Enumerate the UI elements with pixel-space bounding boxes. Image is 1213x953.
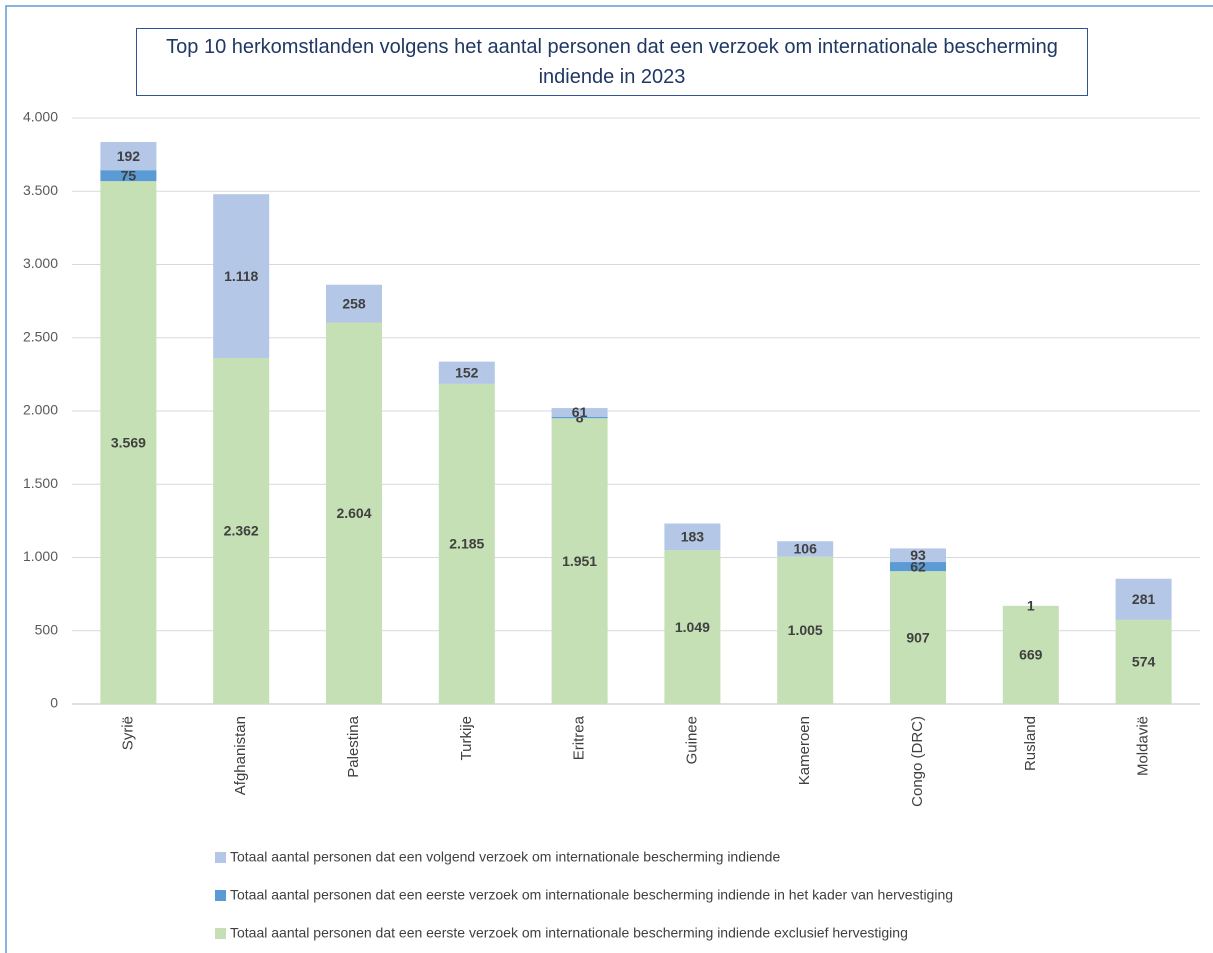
bar-segment [551, 417, 608, 419]
data-label: 3.569 [111, 434, 146, 450]
legend-swatch [215, 852, 226, 863]
legend-label: Totaal aantal personen dat een eerste ve… [230, 887, 953, 903]
y-tick-label: 0 [50, 695, 58, 711]
x-tick-label: Congo (DRC) [909, 716, 926, 807]
bar-segment [551, 418, 608, 704]
bar-segment [1115, 619, 1172, 704]
bar-segment [1115, 578, 1172, 620]
bar-segment [100, 142, 157, 171]
y-tick-label: 3.500 [23, 182, 58, 198]
data-label: 75 [121, 167, 137, 183]
bar-segment [777, 541, 834, 557]
bar-segment [890, 548, 946, 563]
x-tick-label: Syrië [119, 716, 136, 750]
bar-segment [664, 550, 721, 704]
bar-segment [1002, 605, 1059, 704]
y-tick-label: 3.000 [23, 255, 58, 271]
x-tick-label: Afghanistan [232, 716, 249, 795]
y-tick-label: 2.500 [23, 328, 58, 344]
data-label: 183 [681, 529, 705, 545]
legend-label: Totaal aantal personen dat een volgend v… [230, 849, 780, 865]
data-label: 1.049 [675, 619, 710, 635]
y-tick-label: 4.000 [23, 109, 58, 125]
bar-segment [890, 562, 946, 572]
legend-swatch [215, 890, 226, 901]
y-tick-label: 1.000 [23, 548, 58, 564]
data-label: 258 [342, 295, 366, 311]
frame [5, 5, 1213, 953]
bar-segment [438, 361, 495, 384]
x-tick-label: Guinee [683, 716, 700, 764]
data-label: 152 [455, 364, 479, 380]
data-label: 62 [910, 558, 926, 574]
data-label: 2.185 [449, 536, 484, 552]
x-tick-label: Turkije [458, 716, 475, 760]
data-label: 2.362 [224, 523, 259, 539]
bar-segment [551, 408, 608, 418]
bar-segment [100, 181, 157, 705]
data-label: 61 [572, 404, 588, 420]
data-label: 574 [1132, 654, 1156, 670]
bar-segment [438, 383, 495, 704]
data-label: 1.005 [788, 622, 823, 638]
x-tick-label: Moldavië [1135, 716, 1152, 776]
y-tick-label: 500 [35, 621, 59, 637]
x-tick-label: Eritrea [571, 715, 588, 760]
bar-segment [326, 322, 382, 704]
bar-segment [326, 284, 382, 323]
data-label: 907 [906, 629, 930, 645]
chart-title: Top 10 herkomstlanden volgens het aantal… [136, 28, 1088, 96]
data-label: 1.118 [224, 268, 258, 284]
x-tick-label: Palestina [345, 715, 362, 777]
bar-segment [213, 194, 270, 358]
bar-segment [777, 556, 834, 704]
data-label: 106 [794, 541, 818, 557]
x-tick-label: Rusland [1022, 716, 1039, 771]
data-label: 2.604 [336, 505, 371, 521]
legend-swatch [215, 928, 226, 939]
bar-segment [664, 523, 721, 551]
data-label: 669 [1019, 647, 1043, 663]
data-label: 8 [576, 409, 584, 425]
data-label: 1.951 [562, 553, 597, 569]
x-tick-label: Kameroen [796, 716, 813, 785]
data-label: 1 [1027, 598, 1035, 614]
bar-segment [890, 571, 946, 704]
data-label: 281 [1132, 591, 1156, 607]
y-tick-label: 2.000 [23, 402, 58, 418]
data-label: 93 [910, 547, 926, 563]
legend-label: Totaal aantal personen dat een eerste ve… [230, 925, 908, 941]
data-label: 192 [117, 148, 141, 164]
bar-segment [100, 170, 157, 182]
bar-segment [213, 357, 270, 704]
y-tick-label: 1.500 [23, 475, 58, 491]
